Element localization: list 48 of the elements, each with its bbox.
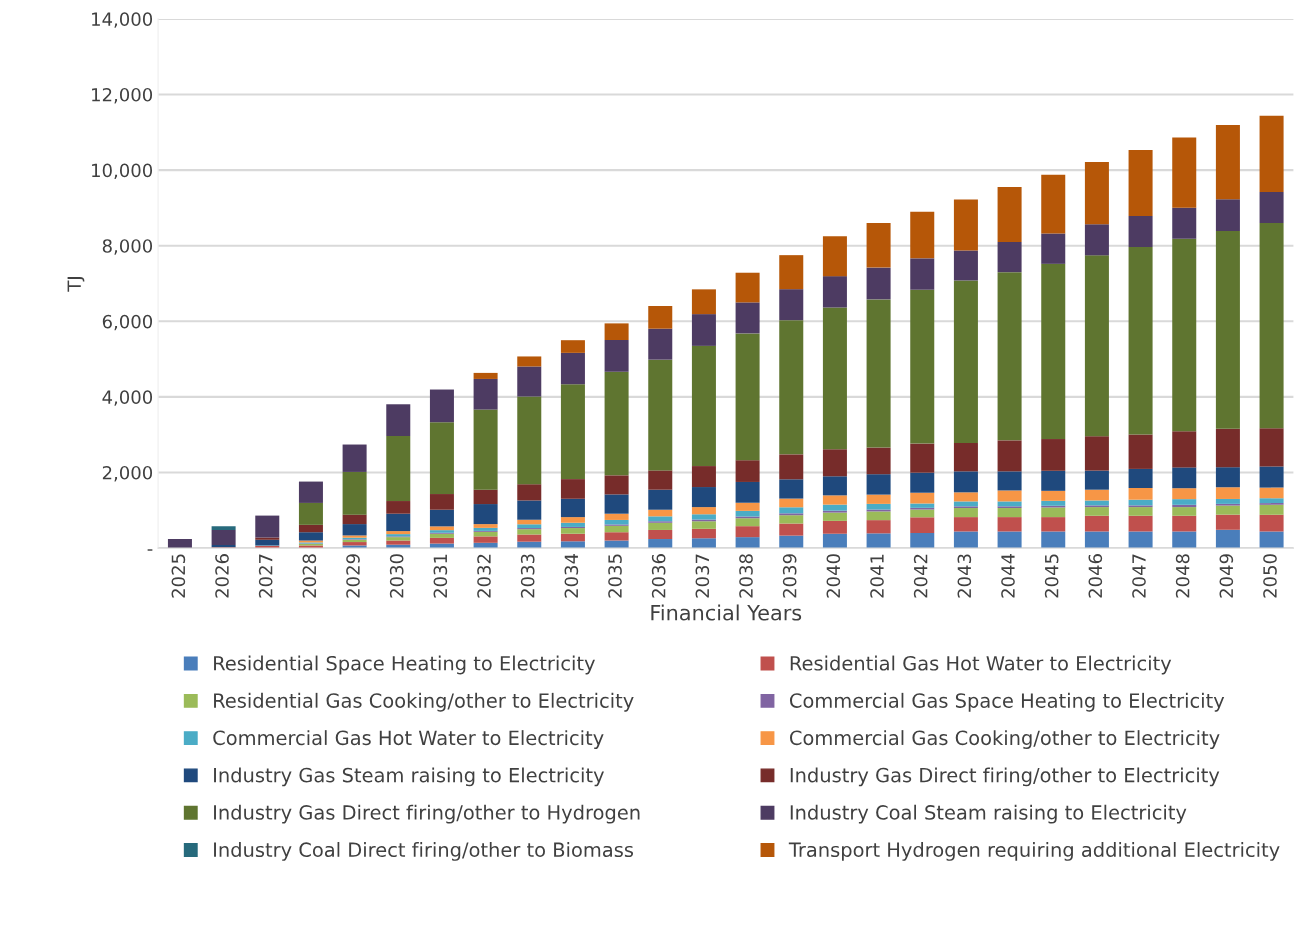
y-tick-label: 8,000	[102, 239, 153, 255]
x-tick-label: 2029	[346, 554, 360, 598]
legend-label: Commercial Gas Space Heating to Electricity	[789, 692, 1225, 712]
legend-label: Residential Gas Cooking/other to Electricity	[214, 692, 634, 712]
x-tick-label: 2035	[608, 554, 622, 598]
x-tick-label: 2030	[389, 554, 404, 598]
y-tick-label: 10,000	[92, 163, 153, 180]
x-tick-label: 2026	[215, 554, 229, 598]
legend-label: Residential Gas Hot Water to Electricity	[790, 655, 1172, 675]
x-tick-label: 2041	[870, 554, 884, 598]
x-tick-label: 2050	[1263, 554, 1277, 598]
x-tick-label: 2034	[564, 553, 579, 598]
legend-label: Industry Gas Direct firing/other to Hydrogen	[214, 804, 640, 824]
x-tick-label: 2043	[957, 554, 972, 598]
legend-label: Industry Coal Steam raising to Electricity	[790, 804, 1187, 824]
x-tick-label: 2046	[1088, 554, 1103, 598]
x-tick-label: 2038	[739, 554, 753, 598]
x-tick-label: 2042	[913, 554, 928, 598]
legend-label: Industry Coal Direct firing/other to Biomass	[214, 842, 634, 861]
x-tick-label: 2045	[1044, 554, 1059, 598]
x-tick-label: 2049	[1219, 554, 1234, 598]
y-axis-title: TJ	[67, 277, 85, 292]
x-tick-label: 2047	[1132, 554, 1146, 598]
x-tick-label: 2039	[782, 554, 797, 598]
x-tick-label: 2036	[651, 554, 666, 598]
legend-label: Residential Space Heating to Electricity	[214, 655, 595, 675]
legend-label: Industry Gas Direct firing/other to Electricity	[790, 767, 1220, 787]
x-tick-label: 2025	[171, 554, 186, 598]
x-tick-label: 2037	[695, 554, 710, 598]
y-tick-label: 14,000	[92, 12, 153, 28]
y-tick-label: -	[147, 549, 153, 551]
x-tick-label: 2028	[302, 554, 317, 598]
x-tick-label: 2040	[826, 554, 841, 598]
legend-label: Transport Hydrogen requiring additional Electricity	[788, 842, 1280, 861]
y-tick-label: 12,000	[92, 87, 153, 104]
y-tick-label: 4,000	[102, 390, 153, 406]
legend-label: Industry Gas Steam raising to Electricity	[214, 767, 604, 787]
x-tick-label: 2032	[477, 554, 491, 598]
x-tick-label: 2048	[1175, 554, 1190, 598]
x-tick-label: 2027	[258, 554, 273, 598]
y-tick-label: 2,000	[102, 465, 153, 482]
x-tick-label: 2044	[1001, 553, 1015, 598]
legend-label: Commercial Gas Cooking/other to Electricity	[789, 730, 1220, 749]
x-tick-label: 2031	[433, 554, 448, 598]
x-axis-title: Financial Years	[651, 604, 802, 621]
x-tick-label: 2033	[520, 554, 535, 598]
legend-label: Commercial Gas Hot Water to Electricity	[213, 730, 604, 749]
y-tick-label: 6,000	[102, 314, 153, 331]
